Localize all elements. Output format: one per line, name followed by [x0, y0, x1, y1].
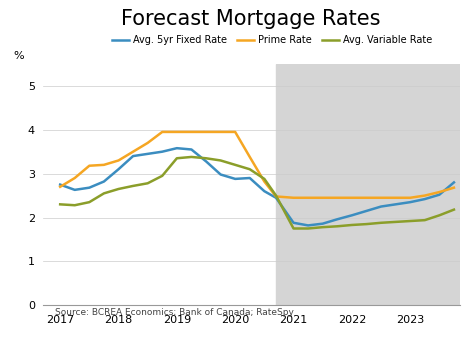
Avg. 5yr Fixed Rate	[72, 188, 78, 192]
Avg. Variable Rate	[364, 222, 369, 226]
Avg. Variable Rate	[320, 225, 326, 229]
Avg. Variable Rate	[262, 177, 267, 181]
Avg. 5yr Fixed Rate	[232, 177, 238, 181]
Prime Rate	[86, 164, 92, 168]
Avg. Variable Rate	[407, 219, 413, 223]
Text: %: %	[13, 51, 24, 61]
Avg. Variable Rate	[378, 221, 384, 225]
Avg. Variable Rate	[305, 226, 311, 231]
Avg. 5yr Fixed Rate	[203, 159, 209, 163]
Avg. 5yr Fixed Rate	[437, 192, 442, 197]
Avg. 5yr Fixed Rate	[378, 204, 384, 209]
Avg. Variable Rate	[189, 155, 194, 159]
Prime Rate	[247, 155, 253, 159]
Avg. Variable Rate	[116, 187, 121, 191]
Avg. 5yr Fixed Rate	[247, 176, 253, 180]
Prime Rate	[72, 176, 78, 180]
Prime Rate	[116, 158, 121, 163]
Avg. Variable Rate	[218, 158, 223, 163]
Avg. Variable Rate	[101, 191, 107, 196]
Avg. 5yr Fixed Rate	[57, 182, 63, 187]
Prime Rate	[378, 196, 384, 200]
Prime Rate	[273, 194, 279, 198]
Avg. 5yr Fixed Rate	[335, 217, 340, 222]
Prime Rate	[437, 190, 442, 194]
Avg. Variable Rate	[145, 181, 151, 185]
Prime Rate	[218, 130, 223, 134]
Avg. 5yr Fixed Rate	[305, 223, 311, 228]
Prime Rate	[262, 179, 267, 184]
Prime Rate	[422, 193, 428, 198]
Avg. 5yr Fixed Rate	[291, 221, 296, 225]
Avg. Variable Rate	[422, 218, 428, 222]
Avg. 5yr Fixed Rate	[422, 197, 428, 201]
Prime Rate	[407, 196, 413, 200]
Avg. Variable Rate	[273, 193, 279, 198]
Avg. 5yr Fixed Rate	[349, 213, 355, 218]
Prime Rate	[130, 149, 136, 154]
Avg. 5yr Fixed Rate	[262, 189, 267, 193]
Avg. Variable Rate	[57, 202, 63, 207]
Avg. Variable Rate	[437, 213, 442, 218]
Prime Rate	[393, 196, 399, 200]
Prime Rate	[159, 130, 165, 134]
Avg. 5yr Fixed Rate	[101, 179, 107, 184]
Avg. 5yr Fixed Rate	[407, 200, 413, 204]
Avg. Variable Rate	[86, 200, 92, 204]
Avg. 5yr Fixed Rate	[174, 146, 180, 150]
Avg. Variable Rate	[451, 207, 457, 212]
Line: Avg. 5yr Fixed Rate: Avg. 5yr Fixed Rate	[60, 148, 454, 225]
Avg. 5yr Fixed Rate	[86, 186, 92, 190]
Prime Rate	[189, 130, 194, 134]
Legend: Avg. 5yr Fixed Rate, Prime Rate, Avg. Variable Rate: Avg. 5yr Fixed Rate, Prime Rate, Avg. Va…	[108, 31, 436, 49]
Prime Rate	[305, 196, 311, 200]
Prime Rate	[349, 196, 355, 200]
Prime Rate	[364, 196, 369, 200]
Text: Source: BCREA Economics; Bank of Canada; RateSpy: Source: BCREA Economics; Bank of Canada;…	[55, 308, 294, 317]
Avg. 5yr Fixed Rate	[273, 196, 279, 200]
Avg. Variable Rate	[159, 174, 165, 178]
Avg. Variable Rate	[72, 203, 78, 207]
Avg. Variable Rate	[393, 220, 399, 224]
Avg. 5yr Fixed Rate	[189, 147, 194, 152]
Title: Forecast Mortgage Rates: Forecast Mortgage Rates	[121, 9, 381, 29]
Prime Rate	[101, 163, 107, 167]
Avg. Variable Rate	[130, 184, 136, 188]
Avg. 5yr Fixed Rate	[364, 209, 369, 213]
Avg. Variable Rate	[174, 156, 180, 160]
Prime Rate	[57, 185, 63, 189]
Avg. Variable Rate	[232, 163, 238, 167]
Avg. Variable Rate	[203, 156, 209, 160]
Avg. Variable Rate	[349, 223, 355, 227]
Prime Rate	[291, 196, 296, 200]
Prime Rate	[232, 130, 238, 134]
Avg. 5yr Fixed Rate	[218, 173, 223, 177]
Avg. 5yr Fixed Rate	[116, 167, 121, 171]
Prime Rate	[320, 196, 326, 200]
Avg. 5yr Fixed Rate	[451, 180, 457, 185]
Avg. 5yr Fixed Rate	[320, 222, 326, 226]
Prime Rate	[203, 130, 209, 134]
Avg. Variable Rate	[291, 226, 296, 231]
Avg. 5yr Fixed Rate	[393, 202, 399, 207]
Avg. 5yr Fixed Rate	[130, 154, 136, 158]
Prime Rate	[451, 186, 457, 190]
Avg. Variable Rate	[335, 224, 340, 228]
Line: Prime Rate: Prime Rate	[60, 132, 454, 198]
Line: Avg. Variable Rate: Avg. Variable Rate	[60, 157, 454, 229]
Prime Rate	[174, 130, 180, 134]
Avg. Variable Rate	[247, 167, 253, 171]
Avg. 5yr Fixed Rate	[159, 149, 165, 154]
Prime Rate	[335, 196, 340, 200]
Prime Rate	[145, 141, 151, 145]
Bar	[276, 64, 460, 305]
Avg. 5yr Fixed Rate	[145, 152, 151, 156]
